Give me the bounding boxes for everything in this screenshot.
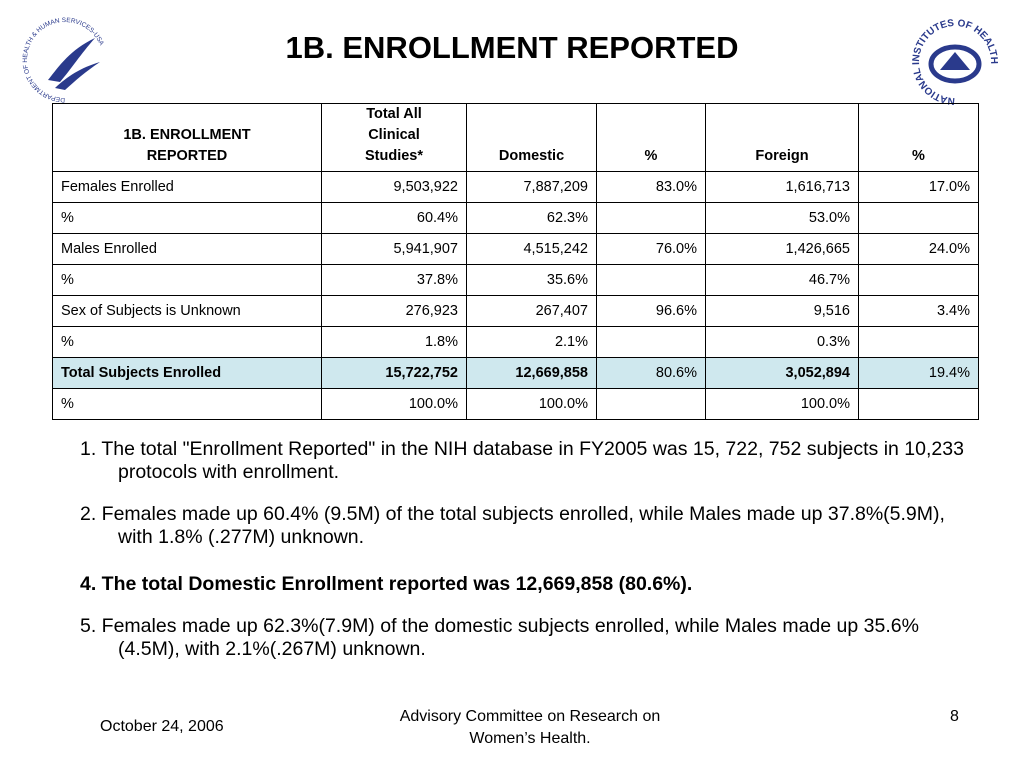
- table-cell: 19.4%: [858, 357, 979, 389]
- header-cell: %: [858, 103, 979, 172]
- table-cell: 3.4%: [858, 295, 979, 327]
- table-cell: 0.3%: [705, 326, 859, 358]
- table-cell: 60.4%: [321, 202, 467, 234]
- empty-cell: [596, 326, 706, 358]
- table-cell: 267,407: [466, 295, 597, 327]
- table-cell: 37.8%: [321, 264, 467, 296]
- empty-cell: [858, 388, 979, 420]
- empty-cell: [858, 264, 979, 296]
- empty-cell: [596, 264, 706, 296]
- table-cell: 35.6%: [466, 264, 597, 296]
- table-cell: 76.0%: [596, 233, 706, 265]
- notes: 1. The total "Enrollment Reported" in th…: [80, 438, 970, 680]
- footer-date: October 24, 2006: [100, 718, 224, 735]
- table-cell: 9,516: [705, 295, 859, 327]
- header-row: 1B. ENROLLMENT REPORTED Total All Clinical S…: [52, 103, 979, 172]
- table-row: Sex of Subjects is Unknown 276,923 267,407…: [52, 295, 979, 327]
- header-cell: Domestic: [466, 103, 597, 172]
- empty-cell: [596, 202, 706, 234]
- header-line: %: [644, 148, 658, 164]
- footer-center: Advisory Committee on Research on Women’…: [330, 706, 730, 750]
- table-cell: 1.8%: [321, 326, 467, 358]
- header-cell: 1B. ENROLLMENT REPORTED: [52, 103, 322, 172]
- table-cell: Males Enrolled: [52, 233, 322, 265]
- table-cell: 12,669,858: [466, 357, 597, 389]
- table-cell: 17.0%: [858, 171, 979, 203]
- table-cell: 100.0%: [321, 388, 467, 420]
- empty-cell: [858, 326, 979, 358]
- table-cell: 2.1%: [466, 326, 597, 358]
- header-line: 1B. ENROLLMENT: [123, 127, 251, 143]
- page-number: 8: [950, 708, 959, 725]
- header-line: Total All: [366, 106, 422, 122]
- table-cell: Total Subjects Enrolled: [52, 357, 322, 389]
- table-cell: Females Enrolled: [52, 171, 322, 203]
- note: 1. The total "Enrollment Reported" in th…: [80, 438, 964, 483]
- note: 4. The total Domestic Enrollment reporte…: [80, 573, 693, 595]
- table-row: % 100.0% 100.0% 100.0%: [52, 388, 979, 420]
- slide-title: 1B. ENROLLMENT REPORTED: [285, 30, 739, 65]
- table-cell: 5,941,907: [321, 233, 467, 265]
- table-cell: 96.6%: [596, 295, 706, 327]
- footer-line: Advisory Committee on Research on: [399, 708, 661, 725]
- table-cell: 100.0%: [705, 388, 859, 420]
- table-row: % 1.8% 2.1% 0.3%: [52, 326, 979, 358]
- table-row: Females Enrolled 9,503,922 7,887,209 83.0% 1…: [52, 171, 979, 203]
- header-cell: Foreign: [705, 103, 859, 172]
- table-cell: %: [52, 202, 322, 234]
- table-row: Total Subjects Enrolled 15,722,752 12,669,…: [52, 357, 979, 389]
- table-cell: 3,052,894: [705, 357, 859, 389]
- nih-emblem: [940, 52, 970, 70]
- table-cell: 1,616,713: [705, 171, 859, 203]
- header-line: REPORTED: [146, 148, 228, 164]
- nih-logo: NATIONAL INSTITUTES OF HEALTH: [911, 18, 999, 106]
- table-cell: 100.0%: [466, 388, 597, 420]
- empty-cell: [596, 388, 706, 420]
- table-row: % 60.4% 62.3% 53.0%: [52, 202, 979, 234]
- table-cell: 15,722,752: [321, 357, 467, 389]
- table-cell: 7,887,209: [466, 171, 597, 203]
- table-cell: 24.0%: [858, 233, 979, 265]
- table-cell: 4,515,242: [466, 233, 597, 265]
- note: 5. Females made up 62.3%(7.9M) of the do…: [80, 615, 919, 660]
- table-cell: 62.3%: [466, 202, 597, 234]
- table-cell: 80.6%: [596, 357, 706, 389]
- table-cell: %: [52, 388, 322, 420]
- header-cell: Total All Clinical Studies*: [321, 103, 467, 172]
- table-row: % 37.8% 35.6% 46.7%: [52, 264, 979, 296]
- table-cell: %: [52, 326, 322, 358]
- footer-line: Women’s Health.: [469, 730, 591, 747]
- header-line: Studies*: [364, 148, 423, 164]
- table-cell: 83.0%: [596, 171, 706, 203]
- note: 2. Females made up 60.4% (9.5M) of the t…: [80, 503, 945, 548]
- header-cell: %: [596, 103, 706, 172]
- enrollment-table: 1B. ENROLLMENT REPORTED Total All Clinical S…: [52, 103, 979, 420]
- header-line: Clinical: [368, 127, 420, 143]
- nih-emblem: [928, 44, 982, 84]
- eagle: [48, 38, 95, 82]
- table-cell: %: [52, 264, 322, 296]
- header-line: %: [912, 148, 925, 164]
- table-cell: Sex of Subjects is Unknown: [52, 295, 322, 327]
- empty-cell: [858, 202, 979, 234]
- hhs-logo: DEPARTMENT OF HEALTH & HUMAN SERVICES-US…: [22, 17, 105, 103]
- table-row: Males Enrolled 5,941,907 4,515,242 76.0% 1,4…: [52, 233, 979, 265]
- table-cell: 53.0%: [705, 202, 859, 234]
- header-line: Foreign: [755, 148, 809, 164]
- table-cell: 9,503,922: [321, 171, 467, 203]
- table-cell: 276,923: [321, 295, 467, 327]
- eagle: [55, 62, 100, 90]
- table-cell: 1,426,665: [705, 233, 859, 265]
- table-cell: 46.7%: [705, 264, 859, 296]
- header-line: Domestic: [498, 148, 565, 164]
